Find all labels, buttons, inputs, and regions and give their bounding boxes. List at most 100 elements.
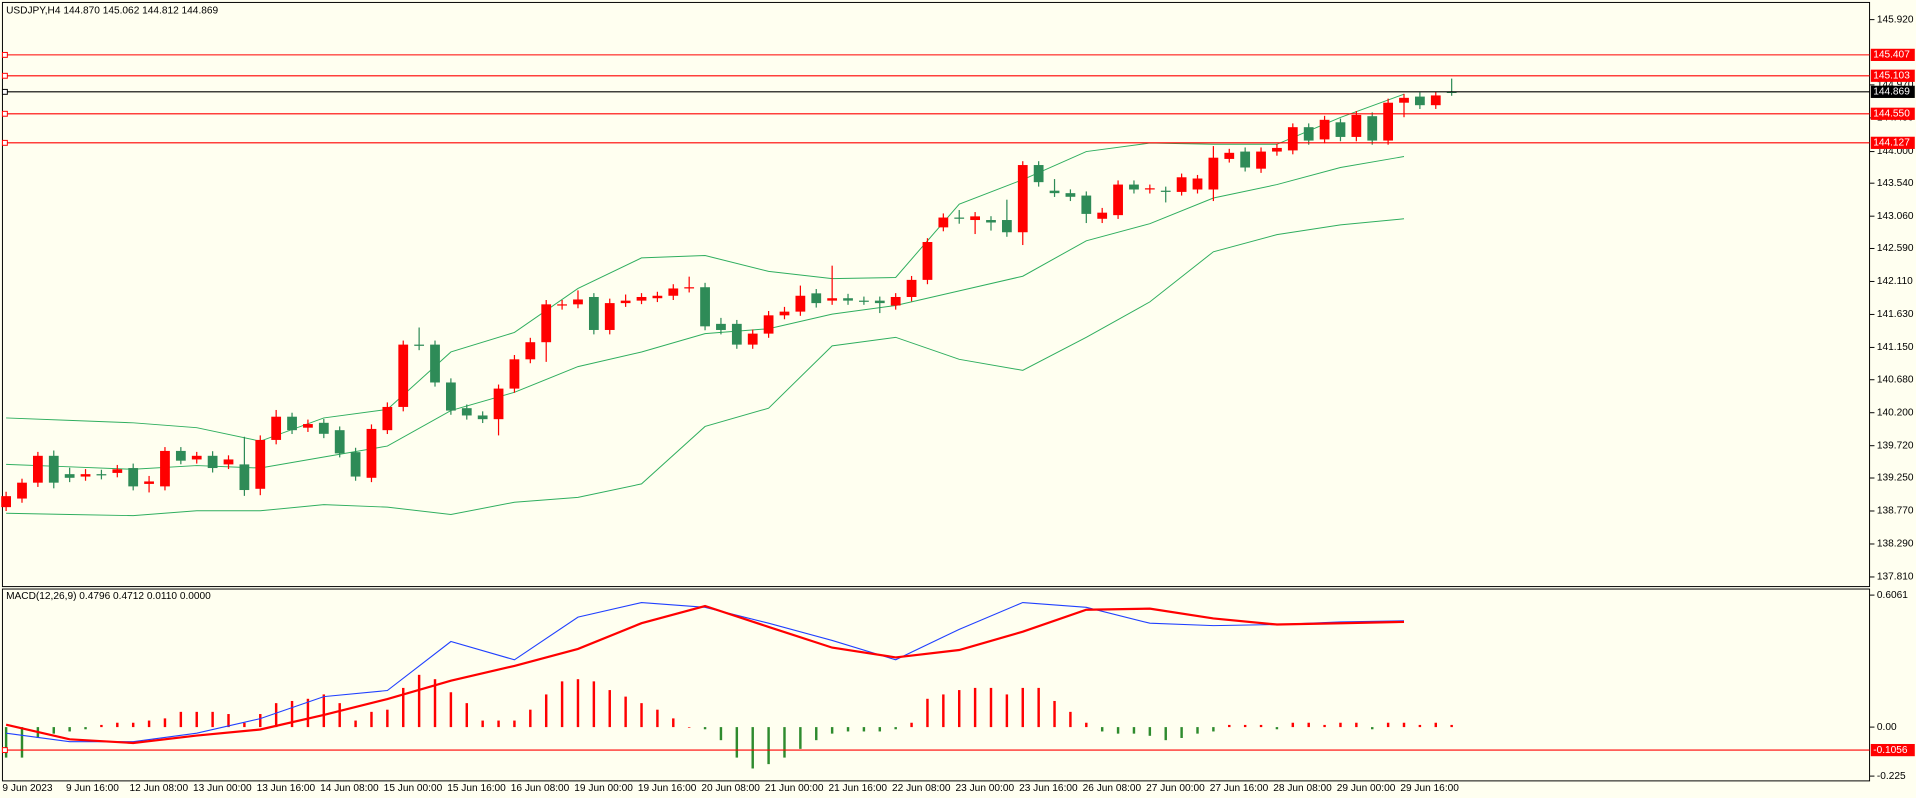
level-line-marker [1,747,8,754]
y-tick-label: -0.225 [1877,771,1906,782]
histogram-bar [1275,727,1279,730]
candle-body [1208,157,1219,190]
histogram-bar [656,709,659,728]
x-tick-label: 16 Jun 08:00 [511,783,570,794]
histogram-bar [4,727,8,758]
candle-body [1192,178,1203,190]
last-price-label: 144.869 [1873,87,1910,98]
histogram-bar [1323,724,1326,728]
level-line-label: 145.407 [1873,50,1910,61]
histogram-bar [846,727,850,732]
candle-body [1113,184,1123,216]
candle-body [827,298,838,301]
candle-body [668,288,679,296]
level-line-marker [1,72,8,79]
histogram-bar [878,727,882,732]
macd-line [5,604,1405,745]
histogram-bar [910,722,913,728]
candle-body [1383,102,1394,141]
histogram-bar [1307,722,1310,728]
histogram-bar [417,674,421,728]
histogram-bar [1418,724,1422,728]
histogram-bar [1450,724,1453,728]
x-tick-label: 28 Jun 08:00 [1273,783,1332,794]
candle-body [191,455,202,460]
histogram-bar [338,703,341,728]
y-tick-label: 140.680 [1877,374,1914,385]
y-tick-label: 139.250 [1877,473,1914,484]
x-tick-label: 9 Jun 2023 [2,783,52,794]
candle-body [160,450,170,487]
histogram-bar [1180,727,1183,738]
histogram-bar [481,720,484,728]
candle-body [1033,165,1044,183]
candle-body [541,304,552,343]
level-line-label-bg [1870,48,1915,61]
candle-body [223,459,234,465]
candle-body [64,474,75,478]
candle-body [430,344,440,383]
candle-body [1367,116,1378,141]
candle-body [1240,151,1251,168]
x-tick-label: 20 Jun 08:00 [701,783,760,794]
candle-body [207,455,218,469]
y-tick-label: 144.000 [1877,146,1914,157]
candle-body [588,296,599,330]
candle-body [112,469,123,473]
histogram-bar [1069,711,1072,728]
candle-body [509,359,520,389]
histogram-bar [243,722,246,728]
candle-body [890,296,901,306]
histogram-bar [84,727,87,730]
candle-body [461,408,472,416]
candle-body [779,311,790,316]
histogram-bar [227,714,230,728]
histogram-bar [529,709,532,728]
candle-body [652,295,663,299]
histogram-bar [259,714,262,728]
histogram-bar [576,679,580,728]
y-tick-label: 142.590 [1877,243,1914,254]
histogram-bar [52,727,55,734]
x-tick-label: 13 Jun 16:00 [257,783,316,794]
x-tick-label: 23 Jun 00:00 [956,783,1015,794]
y-tick-label: 137.810 [1877,572,1914,583]
histogram-bar [989,687,993,728]
y-tick-label: 141.630 [1877,309,1914,320]
candle-body [1256,151,1266,169]
candle-body [1224,152,1235,159]
x-tick-label: 23 Jun 16:00 [1019,783,1078,794]
x-tick-label: 27 Jun 16:00 [1210,783,1269,794]
candle-body [557,304,567,306]
last-price-marker [1,88,8,95]
y-tick-label: 144.970 [1877,80,1914,91]
histogram-bar [1212,727,1215,732]
candle-body [477,415,488,420]
histogram-bar [687,727,691,728]
level-line-marker [1,110,8,117]
candle-body [1272,147,1282,152]
histogram-bar [1116,727,1120,734]
macd-header: MACD(12,26,9) 0.4796 0.4712 0.0110 0.000… [6,591,211,602]
candle-body [763,315,774,334]
candle-body [1017,165,1028,233]
candle-body [1160,190,1171,192]
histogram-bar [799,727,802,749]
histogram-bar [1085,722,1088,728]
histogram-bar [672,718,675,728]
level-line-marker [1,51,8,58]
y-tick-label: 138.290 [1877,539,1914,550]
candle-body [843,298,853,301]
level-line-label: 145.103 [1873,70,1910,81]
price-pane [1,1,1871,588]
level-line-label: 144.127 [1873,138,1910,149]
histogram-bar [195,711,198,728]
histogram-bar [131,722,135,728]
histogram-bar [1291,722,1295,728]
histogram-bar [465,703,469,728]
histogram-bar [1386,722,1390,728]
histogram-bar [116,722,119,728]
histogram-bar [767,727,770,765]
candle-body [700,287,710,327]
